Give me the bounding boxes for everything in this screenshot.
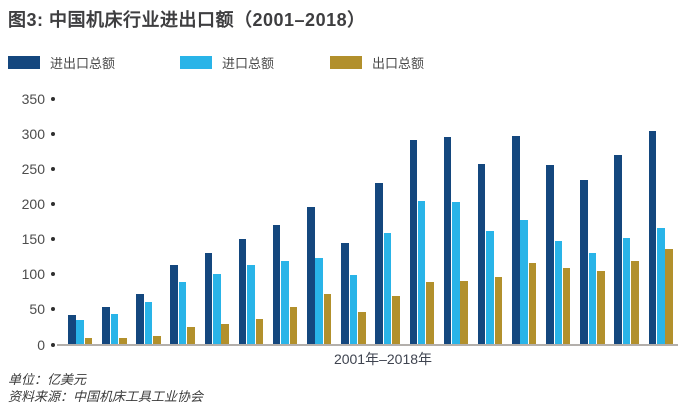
bar-进口总额-2009 [349,275,358,344]
y-tick-dot [51,237,55,242]
bar-出口总额-2011 [426,281,434,344]
bar-进出口总额-2012 [443,137,452,344]
y-tick-label: 50 [29,301,45,318]
legend-label: 进口总额 [222,55,275,71]
bar-进口总额-2006 [247,265,255,344]
bar-进口总额-2002 [110,313,119,344]
bar-出口总额-2017 [631,261,639,344]
y-tick-label: 0 [37,336,45,353]
bar-出口总额-2001 [84,338,93,344]
legend: 进出口总额 进口总额 出口总额 [0,54,700,72]
bar-出口总额-2006 [255,318,264,344]
bar-出口总额-2004 [187,327,195,344]
bar-进口总额-2005 [213,273,221,344]
bar-进出口总额-2016 [580,179,588,344]
bar-进口总额-2016 [588,252,597,344]
bar-进口总额-2014 [520,219,528,344]
bar-出口总额-2016 [597,271,605,344]
legend-swatch [8,55,40,69]
bar-进口总额-2011 [417,200,426,344]
bar-进出口总额-2007 [272,224,281,344]
bar-进出口总额-2002 [102,306,110,344]
bar-进口总额-2004 [178,281,187,344]
y-tick-label: 300 [21,126,45,143]
bar-进口总额-2001 [76,320,84,344]
y-tick-label: 100 [21,266,45,283]
bar-进口总额-2018 [656,228,665,344]
y-tick-label: 200 [21,196,45,213]
bar-进出口总额-2010 [375,183,383,344]
bar-进出口总额-2018 [648,130,657,344]
legend-item-出口总额: 出口总额 [330,54,425,71]
bar-进口总额-2007 [281,261,289,344]
y-tick-label: 150 [21,231,45,248]
bar-出口总额-2018 [665,248,673,344]
y-tick-dot [51,202,55,207]
legend-item-进出口总额: 进出口总额 [8,54,116,71]
bar-进出口总额-2013 [477,163,486,344]
bar-进出口总额-2004 [170,265,179,344]
bar-进出口总额-2009 [341,242,349,344]
y-tick-dot [51,307,55,312]
bar-进出口总额-2014 [511,136,520,344]
legend-swatch [330,55,362,69]
bar-出口总额-2010 [392,295,400,344]
bar-出口总额-2015 [562,267,571,344]
x-axis-label: 2001年–2018年 [333,351,433,367]
bar-进出口总额-2005 [204,252,213,344]
bar-进出口总额-2006 [238,238,247,344]
y-tick-dot [51,272,55,277]
bar-出口总额-2002 [118,337,127,344]
bar-进出口总额-2011 [409,139,418,344]
bar-出口总额-2005 [221,323,229,344]
footer-source-note: 资料来源：中国机床工具工业协会 [8,389,204,404]
bar-进出口总额-2017 [614,155,622,344]
bar-出口总额-2009 [358,311,366,344]
y-tick-dot [51,97,55,101]
footer-unit-note: 单位：亿美元 [8,372,87,387]
y-tick-label: 350 [21,91,45,107]
bar-进出口总额-2001 [68,315,76,344]
bar-进口总额-2003 [144,301,153,344]
y-tick-label: 250 [21,161,45,178]
bar-进出口总额-2015 [546,165,554,344]
bar-出口总额-2007 [289,306,298,344]
bar-进口总额-2017 [622,238,631,344]
bar-进口总额-2010 [383,233,392,344]
bar-出口总额-2013 [494,277,503,344]
y-tick-dot [51,342,55,347]
bar-出口总额-2008 [323,294,332,344]
bar-进出口总额-2003 [136,294,144,344]
bar-进出口总额-2008 [307,207,315,344]
legend-label: 出口总额 [372,55,425,71]
x-axis-line [57,344,678,346]
legend-label: 进出口总额 [50,55,116,71]
legend-swatch [180,55,212,69]
bar-进口总额-2012 [452,202,460,344]
chart-title: 图3: 中国机床行业进出口额（2001–2018） [8,10,366,30]
y-tick-dot [51,132,55,137]
bar-进口总额-2013 [486,231,494,344]
legend-item-进口总额: 进口总额 [180,54,275,71]
bar-出口总额-2012 [460,280,469,344]
bar-出口总额-2003 [153,335,161,344]
y-tick-dot [51,167,55,172]
bar-出口总额-2014 [528,263,537,344]
bar-进口总额-2015 [554,240,563,344]
bar-进口总额-2008 [315,257,324,344]
